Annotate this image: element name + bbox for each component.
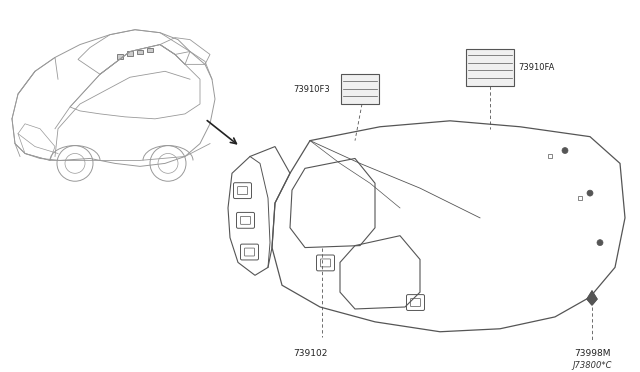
Text: J73800*C: J73800*C bbox=[572, 362, 612, 371]
Circle shape bbox=[589, 294, 595, 300]
Circle shape bbox=[597, 240, 603, 246]
Circle shape bbox=[562, 148, 568, 154]
Bar bbox=[127, 51, 133, 57]
Bar bbox=[117, 54, 123, 60]
Text: 739102: 739102 bbox=[293, 349, 327, 357]
Bar bbox=[466, 48, 514, 86]
Bar bbox=[137, 49, 143, 54]
Text: 73998M: 73998M bbox=[573, 349, 611, 357]
Bar bbox=[147, 48, 153, 52]
Bar bbox=[578, 196, 582, 200]
Text: 73910FA: 73910FA bbox=[518, 63, 554, 72]
Polygon shape bbox=[587, 291, 597, 305]
Bar bbox=[548, 154, 552, 158]
Circle shape bbox=[587, 190, 593, 196]
Bar bbox=[341, 74, 379, 104]
Text: 73910F3: 73910F3 bbox=[293, 84, 330, 94]
